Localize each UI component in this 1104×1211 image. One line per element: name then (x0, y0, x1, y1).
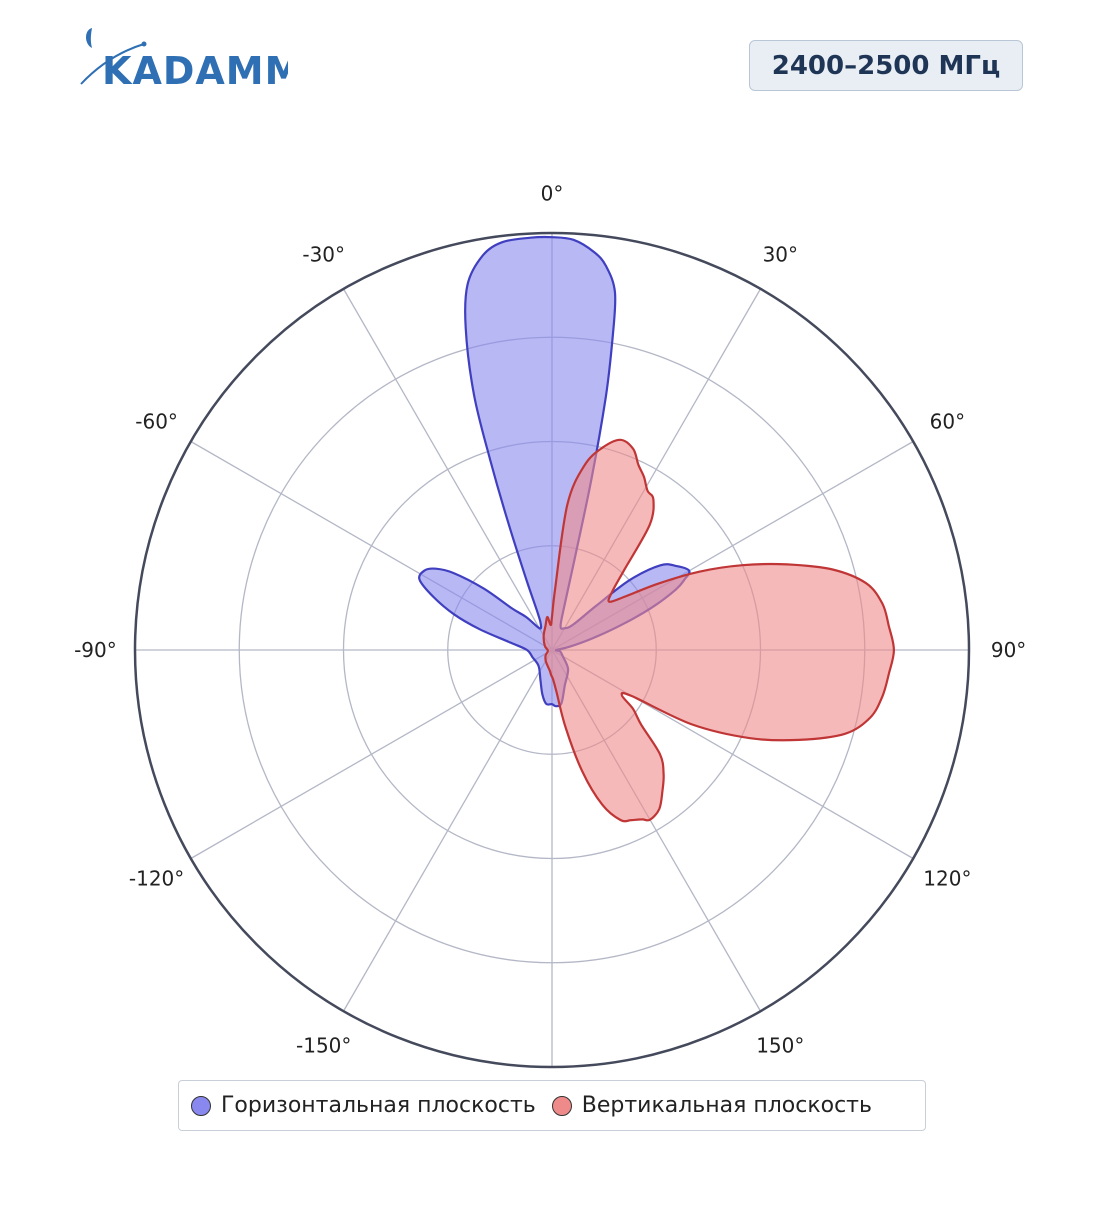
frequency-badge: 2400–2500 МГц (749, 40, 1023, 91)
legend-item-vertical[interactable]: Вертикальная плоскость (551, 1093, 872, 1118)
angular-tick-label: 150° (756, 1033, 804, 1057)
legend: Горизонтальная плоскость Вертикальная пл… (178, 1080, 926, 1131)
angular-tick-label: 90° (991, 638, 1026, 662)
angular-tick-label: -150° (296, 1033, 351, 1057)
angular-gridline-240 (190, 649, 553, 860)
angular-tick-labels: 0° 30° 60° 90° 120° 150° -30° -60° -90° -120° -150… (74, 181, 1026, 1057)
legend-item-horizontal[interactable]: Горизонтальная плоскость (191, 1093, 536, 1118)
brand-logo: KADAMM (78, 26, 302, 93)
angular-tick-label: -90° (74, 638, 117, 662)
angular-gridline-330 (342, 288, 553, 651)
legend-swatch-vertical-icon (551, 1095, 572, 1116)
legend-label-vertical: Вертикальная плоскость (581, 1093, 872, 1118)
logo-emblem-icon: KADAMM (80, 28, 302, 93)
angular-tick-label: 120° (923, 866, 971, 890)
angular-tick-label: -120° (129, 866, 184, 890)
angular-tick-label: 0° (541, 181, 564, 205)
legend-label-horizontal: Горизонтальная плоскость (221, 1093, 536, 1118)
angular-tick-label: 60° (930, 410, 965, 434)
angular-gridline-210 (342, 649, 553, 1012)
angular-tick-label: -30° (302, 243, 345, 267)
series-trace-1 (542, 438, 895, 823)
chart-series (418, 235, 895, 823)
legend-swatch-horizontal-icon (191, 1095, 211, 1116)
polar-frame (133, 231, 971, 1069)
polar-outer-ring (133, 231, 971, 1069)
angular-tick-label: -60° (135, 410, 178, 434)
angular-tick-label: 30° (763, 243, 798, 267)
logo-text: KADAMM (102, 49, 288, 90)
